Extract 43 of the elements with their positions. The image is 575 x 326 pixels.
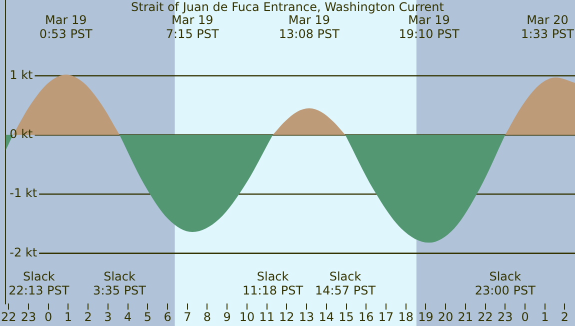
annotation: Mar 19 13:08 PST <box>278 13 340 42</box>
x-tick-label: 15 <box>338 310 354 324</box>
x-tick-label: 8 <box>203 310 212 324</box>
x-tick-label: 5 <box>144 310 152 324</box>
annotation: Mar 19 19:10 PST <box>398 13 460 42</box>
x-tick-label: 19 <box>418 310 434 324</box>
x-tick-label: 18 <box>398 310 414 324</box>
x-tick-label: 1 <box>541 310 549 324</box>
x-tick-label: 17 <box>378 310 394 324</box>
x-tick-label: 21 <box>458 310 474 324</box>
chart-title: Strait of Juan de Fuca Entrance, Washington Current <box>131 0 444 14</box>
y-tick-label: -1 kt <box>10 186 38 200</box>
annotation: Slack 14:57 PST <box>314 270 376 298</box>
x-tick-label: 10 <box>239 310 255 324</box>
x-tick-label: 2 <box>560 310 569 324</box>
x-tick-label: 14 <box>318 310 334 324</box>
annotation: Mar 20 1:33 PST <box>521 13 575 42</box>
x-tick-label: 9 <box>223 310 231 324</box>
x-tick-label: 16 <box>358 310 374 324</box>
x-tick-label: 1 <box>64 310 72 324</box>
x-tick-label: 20 <box>438 310 454 324</box>
annotation: Slack 22:13 PST <box>8 270 70 298</box>
annotation: Slack 23:00 PST <box>474 270 536 298</box>
x-tick-label: 22 <box>478 310 493 324</box>
annotation: Slack 11:18 PST <box>242 270 304 298</box>
x-tick-label: 23 <box>498 310 513 324</box>
x-tick-label: 2 <box>84 310 92 324</box>
x-tick-label: 23 <box>20 310 36 324</box>
x-tick-label: 11 <box>259 310 274 324</box>
annotation: Slack 3:35 PST <box>93 270 147 298</box>
x-tick-label: 6 <box>164 310 172 324</box>
y-tick-label: 1 kt <box>10 68 34 82</box>
x-tick-label: 7 <box>184 310 192 324</box>
x-tick-label: 4 <box>124 310 132 324</box>
x-tick-label: 0 <box>44 310 52 324</box>
x-tick-label: 13 <box>298 310 314 324</box>
annotation: Mar 19 7:15 PST <box>166 13 220 42</box>
annotation: Mar 19 0:53 PST <box>39 13 94 42</box>
y-tick-label: -2 kt <box>10 245 38 260</box>
x-tick-label: 0 <box>521 310 529 324</box>
x-tick-label: 12 <box>279 310 294 324</box>
x-tick-label: 22 <box>0 310 16 324</box>
x-tick-label: 3 <box>104 310 112 324</box>
